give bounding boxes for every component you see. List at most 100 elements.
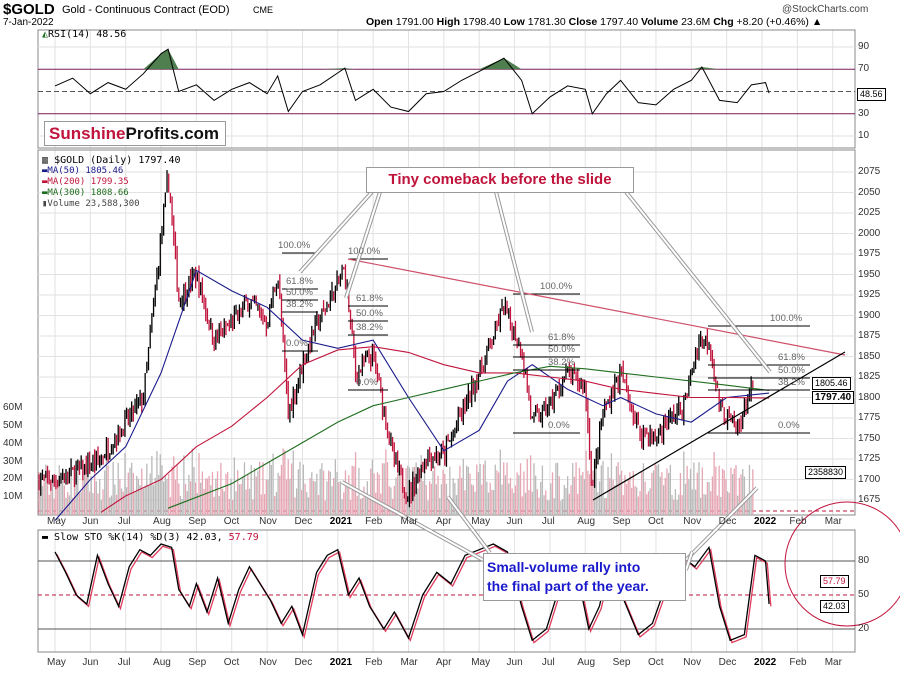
fib-level-label: 100.0% <box>348 246 381 257</box>
x-axis-label: Sep <box>188 516 207 527</box>
legend-ma300: ▬MA(300) 1808.66 <box>42 188 129 198</box>
annotation-tiny-comeback: Tiny comeback before the slide <box>366 167 634 193</box>
x-axis-label-bottom: 2021 <box>329 657 353 668</box>
sto-tick-label: 20 <box>858 623 870 634</box>
sto-panel <box>37 529 856 653</box>
callout-arrow-inner <box>447 496 491 554</box>
callout-arrow-inner <box>299 191 373 273</box>
callout-arrow-inner <box>495 191 533 333</box>
sto-k-line <box>54 543 770 642</box>
price-tick-label: 2025 <box>858 207 881 218</box>
ma300-line <box>167 365 770 509</box>
fib-level-label: 100.0% <box>540 281 573 292</box>
fib-level-label: 61.8% <box>356 293 383 304</box>
instrument-name: Gold - Continuous Contract (EOD) <box>62 4 230 16</box>
x-axis-label: Feb <box>789 516 807 527</box>
x-axis-label-bottom: Nov <box>683 657 702 668</box>
price-tick-label: 1825 <box>858 371 881 382</box>
fib-level-label: 100.0% <box>278 240 311 251</box>
x-axis-label-bottom: Mar <box>400 657 418 668</box>
price-tick-label: 1900 <box>858 309 881 321</box>
callout-arrow-inner <box>345 191 381 299</box>
rsi-tag: 48.56 <box>857 88 886 101</box>
sunshine-profits-logo: SunshineProfits.com <box>44 121 226 146</box>
fib-level-label: 0.0% <box>286 338 308 349</box>
x-axis-label: Aug <box>153 516 171 527</box>
rsi-line <box>54 48 770 115</box>
fib-level-label: 38.2% <box>286 299 313 310</box>
fib-level-label: 50.0% <box>356 308 383 319</box>
x-axis-label-bottom: 2022 <box>754 657 777 668</box>
price-tick-label: 1775 <box>858 412 881 423</box>
price-tick-label: 2075 <box>858 166 881 177</box>
legend-ma200: ▬MA(200) 1799.35 <box>42 177 129 187</box>
x-axis-label: May <box>471 516 491 527</box>
x-axis-label-bottom: Jun <box>506 657 523 668</box>
x-axis-label: Feb <box>365 516 383 527</box>
fib-level-label: 0.0% <box>778 420 800 431</box>
fib-level-label: 61.8% <box>548 332 575 343</box>
volume-tick-label: 30M <box>3 455 23 467</box>
volume-tick-label: 20M <box>3 473 23 485</box>
sto-tick-label: 80 <box>858 555 870 567</box>
rsi-tick-label: 30 <box>858 107 870 119</box>
x-axis-label: Nov <box>683 516 702 527</box>
volume-tick-label: 40M <box>3 437 23 449</box>
x-axis-label-bottom: May <box>471 657 491 668</box>
rsi-tick-label: 90 <box>858 41 870 52</box>
sto-tick-label: 50 <box>858 589 870 600</box>
price-tick-label: 1750 <box>858 432 881 444</box>
price-tick-label: 1975 <box>858 248 881 259</box>
ma50-line <box>54 269 770 521</box>
volume-tag: 2358830 <box>805 466 847 479</box>
ohlc-summary: Open 1791.00 High 1798.40 Low 1781.30 Cl… <box>366 16 823 28</box>
close-price-tag: 1797.40 <box>812 391 855 404</box>
x-axis-label-bottom: Aug <box>153 657 171 668</box>
price-tick-label: 1800 <box>858 391 881 403</box>
rsi-legend: ◭RSI(14) 48.56 <box>42 29 127 40</box>
fib-level-label: 0.0% <box>548 420 570 431</box>
x-axis-label-bottom: Jul <box>117 657 131 668</box>
triangle-support-line <box>592 351 846 501</box>
candle-icon: ▥ <box>42 155 49 166</box>
callout-arrow-inner <box>685 551 693 571</box>
price-tick-label: 1925 <box>858 289 881 300</box>
symbol: $GOLD <box>3 1 55 18</box>
volume-tick-label: 60M <box>3 402 23 414</box>
ma50-tag: 1805.46 <box>812 377 851 390</box>
rsi-icon: ◭ <box>42 29 49 40</box>
x-axis-label: Aug <box>577 516 596 527</box>
legend-ma50: ▬MA(50) 1805.46 <box>42 166 124 176</box>
x-axis-label: Dec <box>294 516 313 527</box>
x-axis-label: 2021 <box>329 516 353 527</box>
price-tick-label: 1950 <box>858 268 881 280</box>
x-axis-label: 2022 <box>754 516 777 527</box>
x-axis-label-bottom: Apr <box>435 657 452 668</box>
highlight-circle <box>784 501 900 627</box>
fib-level-label: 50.0% <box>778 365 805 376</box>
x-axis-label: Nov <box>259 516 277 527</box>
x-axis-label-bottom: Nov <box>259 657 277 668</box>
rsi-tick-label: 70 <box>858 63 870 75</box>
x-axis-label: May <box>47 516 66 527</box>
x-axis-label: Sep <box>612 516 631 527</box>
x-axis-label-bottom: Oct <box>223 657 240 668</box>
fib-level-label: 0.0% <box>356 377 378 388</box>
x-axis-label-bottom: Jun <box>82 657 99 668</box>
price-tick-label: 1875 <box>858 330 881 341</box>
callout-arrow-inner <box>341 481 484 561</box>
volume-icon: ▮ <box>42 199 48 209</box>
price-tick-label: 1700 <box>858 473 881 485</box>
x-axis-label: Jul <box>117 516 131 527</box>
ma200-line <box>100 346 770 513</box>
callout-arrow-inner <box>685 487 758 561</box>
x-axis-label-bottom: Feb <box>365 657 383 668</box>
fib-level-label: 50.0% <box>548 344 575 355</box>
downtrend-line <box>347 258 846 356</box>
fib-level-label: 38.2% <box>778 377 805 388</box>
price-legend: ▥ $GOLD (Daily) 1797.40 ▬MA(50) 1805.46 … <box>42 155 181 210</box>
x-axis-label: Jun <box>506 516 523 527</box>
legend-volume: ▮Volume 23,588,300 <box>42 199 140 209</box>
x-axis-label-bottom: Sep <box>612 657 631 668</box>
